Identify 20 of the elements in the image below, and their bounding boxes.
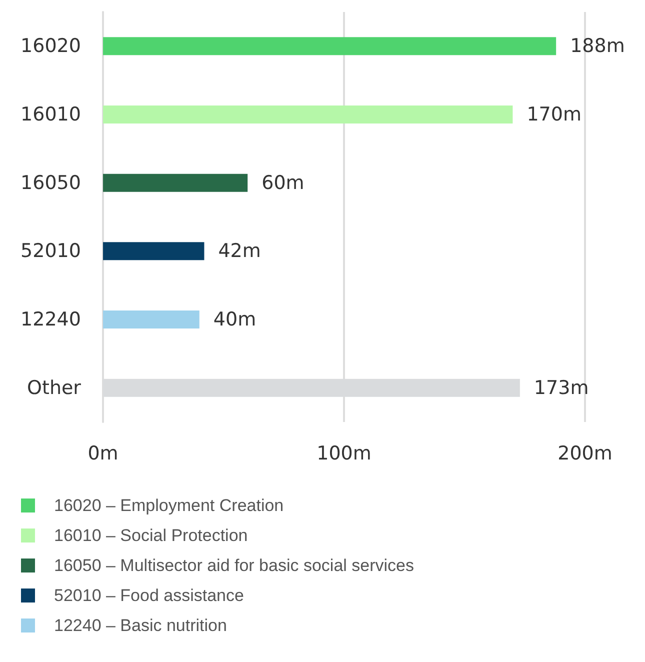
legend-label: 52010 – Food assistance [54, 586, 244, 605]
y-tick-label: 16010 [20, 104, 81, 126]
x-tick-label: 100m [316, 442, 372, 464]
y-tick-label: 52010 [20, 240, 81, 262]
data-label: 170m [526, 104, 582, 126]
y-tick-label: 12240 [20, 308, 81, 330]
x-tick-label: 0m [88, 442, 118, 464]
data-label: 60m [262, 172, 304, 194]
y-tick-label: 16020 [20, 35, 81, 58]
y-tick-label: Other [27, 376, 82, 399]
legend-label: 16010 – Social Protection [54, 526, 248, 545]
y-tick-label: 16050 [20, 172, 81, 194]
data-label: 40m [213, 308, 256, 330]
data-label: 42m [218, 240, 261, 262]
data-label: 173m [534, 376, 589, 399]
x-tick-label: 200m [558, 442, 612, 464]
legend-label: 12240 – Basic nutrition [54, 616, 227, 635]
legend-label: 16020 – Employment Creation [54, 496, 284, 515]
legend-label: 16050 – Multisector aid for basic social services [54, 556, 414, 575]
data-label: 188m [570, 35, 625, 58]
